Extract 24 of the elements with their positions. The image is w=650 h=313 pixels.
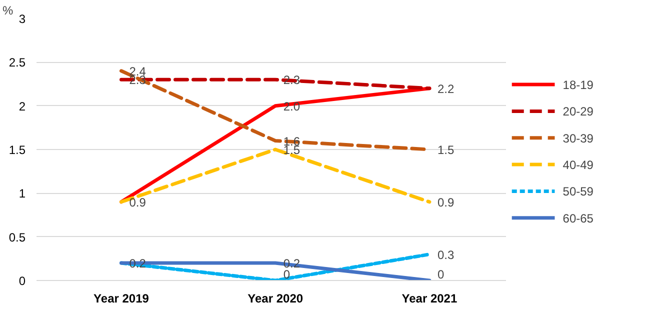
y-tick-label: 1 [18, 186, 26, 201]
legend-label: 20-29 [562, 104, 594, 119]
legend-label: 30-39 [562, 131, 594, 146]
legend-label: 60-65 [562, 211, 594, 226]
y-axis-title: % [2, 4, 14, 18]
data-label: 1.5 [437, 143, 454, 157]
y-tick-label: 0.5 [8, 230, 26, 244]
y-tick-label: 1.5 [8, 143, 26, 157]
legend-label: 40-49 [562, 158, 594, 172]
x-tick-label: Year 2020 [248, 292, 304, 306]
y-tick-label: 2.5 [8, 56, 26, 70]
x-tick-label: Year 2021 [402, 292, 458, 306]
data-label: 2.3 [283, 73, 300, 88]
legend-label: 50-59 [562, 184, 594, 199]
data-label: 0.9 [437, 195, 454, 210]
y-tick-label: 0 [18, 274, 26, 288]
x-tick-label: Year 2019 [94, 292, 150, 306]
y-tick-label: 3 [18, 12, 26, 26]
data-label: 0 [437, 268, 444, 282]
y-tick-label: 2 [18, 99, 26, 114]
legend-label: 18-19 [562, 78, 594, 92]
data-label: 0.9 [129, 195, 146, 210]
data-label: 2.2 [437, 82, 454, 96]
data-label: 0.3 [437, 248, 454, 262]
